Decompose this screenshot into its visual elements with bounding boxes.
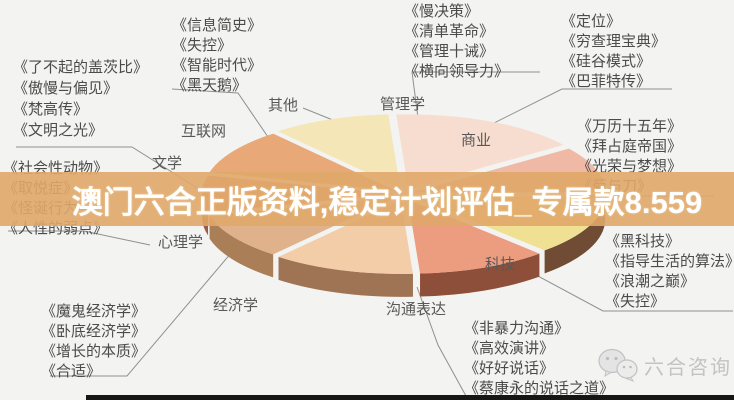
bottom-bar bbox=[86, 395, 734, 400]
book-group-management: 《慢决策》 《清单革命》 《管理十诫》 《横向领导力》 bbox=[404, 2, 509, 82]
book-title: 《智能时代》 bbox=[172, 57, 263, 74]
wechat-icon bbox=[598, 348, 638, 382]
book-group-internet: 《信息简史》 《失控》 《智能时代》 《黑天鹅》 bbox=[172, 16, 262, 96]
pie-label-tech: 科技 bbox=[485, 256, 516, 273]
book-title: 《巴菲特传》 bbox=[561, 73, 652, 90]
pie-label-economics: 经济学 bbox=[213, 297, 259, 314]
book-title: 《穷查理宝典》 bbox=[561, 33, 667, 50]
book-title: 《增长的本质》 bbox=[41, 343, 147, 360]
book-title: 《高效演讲》 bbox=[464, 340, 555, 357]
book-title: 《定位》 bbox=[561, 13, 622, 30]
overlay-banner: 澳门六合正版资料,稳定计划评估_专属款8.559 bbox=[0, 172, 734, 226]
book-title: 《卧底经济学》 bbox=[41, 323, 147, 340]
pie-label-business: 商业 bbox=[461, 132, 492, 149]
book-title: 《好好说话》 bbox=[464, 360, 555, 377]
book-title: 《浪潮之巅》 bbox=[605, 273, 696, 290]
connector-economics bbox=[50, 232, 249, 377]
book-title: 《了不起的盖茨比》 bbox=[13, 59, 149, 76]
book-title: 《万历十五年》 bbox=[577, 118, 683, 135]
connector-internet bbox=[171, 88, 269, 138]
book-title: 《合适》 bbox=[41, 363, 102, 380]
pie-label-other: 其他 bbox=[268, 97, 299, 114]
book-title: 《失控》 bbox=[172, 37, 233, 54]
overlay-banner-text: 澳门六合正版资料,稳定计划评估_专属款8.559 bbox=[71, 184, 703, 220]
watermark: 六合咨询 bbox=[598, 348, 732, 382]
book-title: 《傲慢与偏见》 bbox=[13, 80, 119, 97]
book-title: 《指导生活的算法》 bbox=[605, 253, 734, 270]
book-title: 《清单革命》 bbox=[404, 23, 495, 40]
pie-label-management: 管理学 bbox=[380, 96, 426, 113]
book-title: 《黑科技》 bbox=[605, 233, 681, 250]
pie-label-literature: 文学 bbox=[152, 155, 183, 172]
connector-psychology bbox=[8, 230, 151, 246]
book-title: 《失控》 bbox=[605, 293, 666, 310]
book-group-communication: 《非暴力沟通》 《高效演讲》 《好好说话》 《蔡康永的说话之道》 bbox=[464, 319, 614, 399]
pie-label-internet: 互联网 bbox=[181, 123, 227, 140]
book-title: 《拜占庭帝国》 bbox=[577, 138, 683, 155]
book-title: 《文明之光》 bbox=[13, 122, 104, 139]
book-title: 《黑天鹅》 bbox=[172, 77, 248, 94]
book-title: 《信息简史》 bbox=[172, 17, 263, 34]
book-title: 《横向领导力》 bbox=[404, 63, 510, 80]
pie-label-psychology: 心理学 bbox=[158, 234, 204, 251]
book-group-tech: 《黑科技》 《指导生活的算法》 《浪潮之巅》 《失控》 bbox=[605, 232, 734, 312]
book-group-economics: 《魔鬼经济学》 《卧底经济学》 《增长的本质》 《合适》 bbox=[41, 302, 146, 382]
book-title: 《梵高传》 bbox=[13, 101, 89, 118]
book-title: 《慢决策》 bbox=[404, 3, 480, 20]
book-title: 《光荣与梦想》 bbox=[577, 158, 683, 175]
book-group-business: 《定位》 《穷查理宝典》 《硅谷模式》 《巴菲特传》 bbox=[561, 12, 666, 92]
watermark-label: 六合咨询 bbox=[644, 356, 732, 379]
book-title: 《硅谷模式》 bbox=[561, 53, 652, 70]
book-title: 《管理十诫》 bbox=[404, 43, 495, 60]
book-group-literature: 《了不起的盖茨比》 《傲慢与偏见》 《梵高传》 《文明之光》 bbox=[13, 57, 148, 141]
book-title: 《非暴力沟通》 bbox=[464, 320, 570, 337]
book-title: 《魔鬼经济学》 bbox=[41, 303, 147, 320]
connector-management bbox=[411, 71, 540, 134]
book-title: 《蔡康永的说话之道》 bbox=[464, 380, 615, 397]
pie-label-communication: 沟通表达 bbox=[386, 301, 447, 318]
